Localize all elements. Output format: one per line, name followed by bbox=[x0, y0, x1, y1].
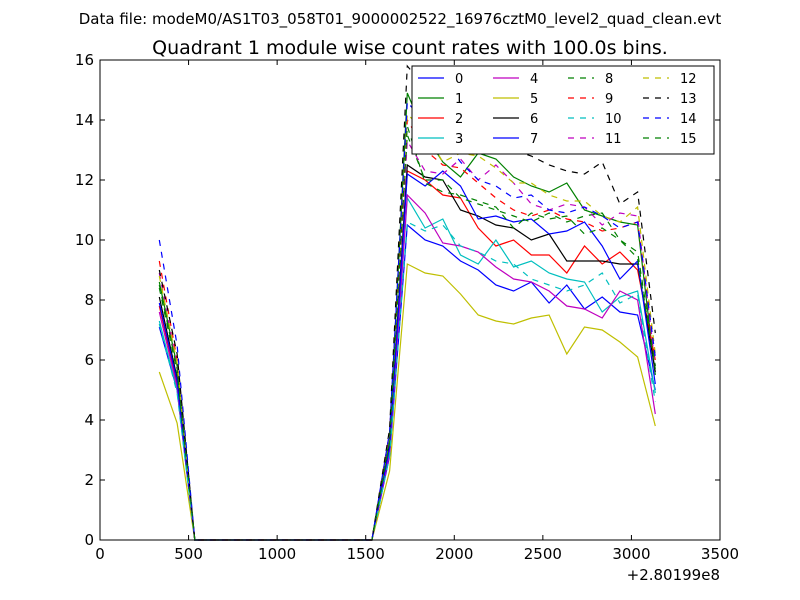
legend-item-13: 13 bbox=[643, 92, 697, 107]
legend-item-10: 10 bbox=[568, 112, 622, 127]
series-line-1 bbox=[158, 92, 656, 541]
legend-item-3: 3 bbox=[418, 132, 463, 147]
legend-label: 6 bbox=[530, 112, 538, 127]
axis-ticks: 0 500 1000 1500 2000 2500 3000 3500024681012141… bbox=[75, 51, 739, 563]
legend-label: 11 bbox=[605, 132, 622, 147]
legend-item-1: 1 bbox=[418, 92, 463, 107]
legend-label: 15 bbox=[680, 132, 697, 147]
legend-item-14: 14 bbox=[643, 112, 697, 127]
legend-label: 10 bbox=[605, 112, 622, 127]
y-tick-label: 0 bbox=[84, 531, 94, 549]
legend-item-9: 9 bbox=[568, 92, 613, 107]
legend-label: 2 bbox=[455, 112, 463, 127]
x-tick-label: 2000 bbox=[435, 545, 473, 563]
x-tick-label: 500 bbox=[174, 545, 203, 563]
y-tick-label: 4 bbox=[84, 411, 94, 429]
legend-label: 4 bbox=[530, 72, 538, 87]
legend-label: 0 bbox=[455, 72, 463, 87]
legend-label: 12 bbox=[680, 72, 697, 87]
legend-label: 9 bbox=[605, 92, 613, 107]
series-line-13 bbox=[158, 64, 656, 541]
y-tick-label: 14 bbox=[75, 111, 94, 129]
x-tick-label: 2500 bbox=[524, 545, 562, 563]
legend-item-4: 4 bbox=[493, 72, 538, 87]
series-line-4 bbox=[158, 193, 656, 541]
legend-label: 1 bbox=[455, 92, 463, 107]
legend-item-2: 2 bbox=[418, 112, 463, 127]
chart-title: Quadrant 1 module wise count rates with … bbox=[152, 37, 668, 59]
x-tick-label: 1500 bbox=[347, 545, 385, 563]
legend-item-6: 6 bbox=[493, 112, 538, 127]
legend-item-7: 7 bbox=[493, 132, 538, 147]
legend-label: 8 bbox=[605, 72, 613, 87]
legend-item-15: 15 bbox=[643, 132, 697, 147]
legend-label: 3 bbox=[455, 132, 463, 147]
legend-item-11: 11 bbox=[568, 132, 622, 147]
y-tick-label: 16 bbox=[75, 51, 94, 69]
legend-label: 14 bbox=[680, 112, 697, 127]
series-line-5 bbox=[158, 263, 656, 541]
legend-item-5: 5 bbox=[493, 92, 538, 107]
legend-frame bbox=[411, 65, 715, 155]
series-line-0 bbox=[158, 223, 656, 541]
y-tick-label: 2 bbox=[84, 471, 94, 489]
legend-item-12: 12 bbox=[643, 72, 697, 87]
y-tick-label: 8 bbox=[84, 291, 94, 309]
x-tick-label: 3000 bbox=[612, 545, 650, 563]
x-tick-label: 1000 bbox=[258, 545, 296, 563]
y-tick-label: 10 bbox=[75, 231, 94, 249]
x-offset-label: +2.80199e8 bbox=[627, 566, 720, 584]
x-tick-label: 3500 bbox=[701, 545, 739, 563]
legend-label: 5 bbox=[530, 92, 538, 107]
figure-suptitle: Data file: modeM0/AS1T03_058T01_90000025… bbox=[79, 10, 722, 29]
x-tick-label: 0 bbox=[95, 545, 105, 563]
y-tick-label: 12 bbox=[75, 171, 94, 189]
legend-label: 7 bbox=[530, 132, 538, 147]
legend-item-8: 8 bbox=[568, 72, 613, 87]
legend-item-0: 0 bbox=[418, 72, 463, 87]
series-line-3 bbox=[158, 196, 656, 541]
legend-label: 13 bbox=[680, 92, 697, 107]
y-tick-label: 6 bbox=[84, 351, 94, 369]
